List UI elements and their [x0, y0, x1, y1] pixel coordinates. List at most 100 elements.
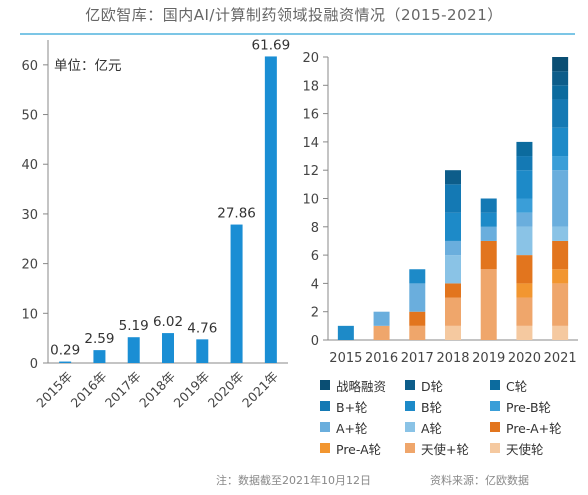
legend-swatch	[320, 380, 330, 390]
legend-item: D轮	[405, 377, 444, 394]
legend-item: Pre-B轮	[490, 398, 551, 415]
stacked-segment	[516, 156, 533, 171]
data-label: 6.02	[153, 314, 183, 330]
stacked-segment	[552, 156, 569, 171]
legend-swatch	[405, 422, 415, 432]
x-tick-label: 2020	[508, 351, 541, 366]
stacked-segment	[516, 141, 533, 157]
bar	[196, 339, 209, 363]
bar	[93, 350, 106, 363]
stacked-segment	[516, 198, 533, 213]
unit-label: 单位：亿元	[54, 58, 122, 74]
legend-item: 战略融资	[320, 377, 387, 394]
stacked-segment	[552, 325, 569, 340]
y-tick-label: 60	[21, 59, 38, 74]
legend-label: 天使轮	[506, 441, 544, 457]
y-tick-label: 0	[311, 334, 319, 349]
y-tick-label: 8	[311, 221, 319, 236]
stacked-segment	[373, 325, 390, 340]
x-tick-label: 2016	[365, 351, 398, 366]
legend-swatch	[320, 443, 330, 453]
x-tick-label: 2019	[472, 351, 505, 366]
stacked-segment	[445, 240, 461, 256]
bar	[264, 56, 277, 364]
stacked-segment	[480, 226, 497, 241]
stacked-segment	[445, 283, 461, 298]
stacked-segment	[445, 170, 461, 185]
legend-swatch	[490, 422, 500, 432]
stacked-segment	[445, 184, 461, 213]
legend-label: Pre-A+轮	[506, 420, 562, 436]
stacked-segment	[337, 325, 354, 340]
bar	[162, 333, 174, 363]
y-tick-label: 14	[302, 136, 319, 151]
stacked-segment	[552, 269, 569, 284]
legend-label: 天使+轮	[421, 441, 469, 457]
stacked-segment	[552, 170, 569, 227]
y-tick-label: 20	[21, 258, 38, 273]
legend-item: Pre-A+轮	[490, 419, 562, 436]
stacked-segment	[409, 269, 426, 284]
stacked-segment	[409, 283, 426, 312]
stacked-segment	[516, 212, 533, 227]
stacked-segment	[552, 283, 569, 326]
data-label: 61.69	[252, 37, 291, 53]
legend-swatch	[405, 380, 415, 390]
y-tick-label: 2	[311, 306, 319, 321]
y-tick-label: 10	[21, 307, 38, 322]
y-tick-label: 40	[21, 158, 38, 173]
stacked-segment	[409, 311, 426, 326]
data-label: 27.86	[217, 206, 256, 222]
bar	[230, 224, 243, 363]
legend-swatch	[405, 401, 415, 411]
data-label: 4.76	[187, 320, 217, 336]
legend-swatch	[320, 401, 330, 411]
stacked-segment	[480, 269, 497, 340]
bar	[127, 337, 140, 363]
stacked-segment	[516, 297, 533, 326]
legend-swatch	[320, 422, 330, 432]
stacked-segment	[373, 311, 390, 326]
legend-label: 战略融资	[336, 378, 387, 394]
stacked-segment	[516, 283, 533, 298]
legend-label: Pre-A轮	[336, 441, 382, 457]
y-tick-label: 4	[311, 277, 319, 292]
x-tick-label: 2021	[544, 351, 577, 366]
stacked-segment	[552, 240, 569, 270]
legend-swatch	[490, 401, 500, 411]
legend-label: D轮	[421, 378, 444, 394]
stacked-segment	[552, 57, 569, 72]
stacked-segment	[409, 325, 426, 340]
legend-label: C轮	[506, 378, 528, 394]
stacked-segment	[480, 240, 497, 270]
footer-source: 资料来源：亿欧数据	[430, 474, 529, 487]
stacked-segment	[445, 297, 461, 326]
stacked-segment	[516, 170, 533, 199]
legend-label: A轮	[421, 420, 443, 436]
x-tick-label: 2017	[401, 351, 434, 366]
legend-item: 天使轮	[490, 440, 544, 457]
y-tick-label: 18	[302, 79, 319, 94]
x-tick-label: 2018	[436, 351, 469, 366]
legend-item: Pre-A轮	[320, 440, 382, 457]
y-tick-label: 30	[21, 208, 38, 223]
y-tick-label: 10	[302, 193, 319, 208]
legend-swatch	[405, 443, 415, 453]
stacked-segment	[516, 255, 533, 284]
data-label: 2.59	[84, 331, 114, 347]
legend-item: A+轮	[320, 419, 368, 436]
stacked-segment	[552, 85, 569, 100]
title-divider	[20, 33, 575, 35]
y-tick-label: 12	[302, 164, 319, 179]
legend-item: C轮	[490, 377, 528, 394]
bar	[59, 361, 72, 363]
y-tick-label: 20	[302, 51, 319, 66]
legend-swatch	[490, 380, 500, 390]
x-tick-label: 2015	[329, 351, 362, 366]
data-label: 5.19	[119, 318, 149, 334]
data-label: 0.29	[50, 343, 80, 359]
stacked-segment	[445, 325, 461, 340]
chart-title: 亿欧智库：国内AI/计算制药领域投融资情况（2015-2021）	[85, 6, 503, 24]
